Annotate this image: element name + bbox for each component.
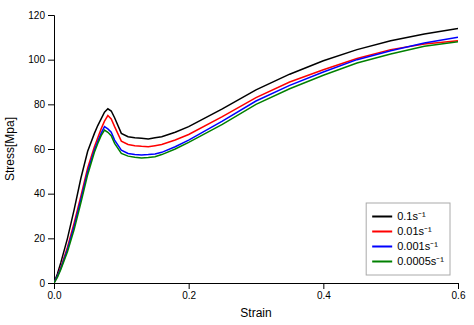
axis-domain (48, 16, 55, 284)
legend-item: 0.01s⁻¹ (372, 225, 432, 237)
legend-item: 0.001s⁻¹ (372, 240, 438, 252)
tick-mark (48, 15, 54, 16)
lines (54, 28, 458, 283)
tick-mark (48, 149, 54, 150)
tick-label: 20 (34, 233, 46, 244)
tick: 0.2 (182, 283, 196, 301)
series-line (54, 42, 458, 283)
y-axis-title: Stress[Mpa] (3, 117, 17, 181)
legend-swatch (372, 231, 392, 233)
tick: 20 (34, 233, 54, 244)
tick: 80 (34, 99, 54, 110)
tick: 100 (28, 54, 54, 65)
legend-frame (366, 203, 450, 275)
legend: 0.1s⁻¹ 0.01s⁻¹ 0.001s⁻¹ 0.0005s⁻¹ (366, 203, 450, 275)
legend-swatch (372, 216, 392, 218)
legend-swatch (372, 261, 392, 263)
tick-mark (48, 60, 54, 61)
tick: 0.0 (48, 283, 62, 301)
legend-label: 0.0005s⁻¹ (397, 255, 444, 267)
chart: 0.0 0.2 0.4 0.6 0 20 40 60 80 100 120 Strain Stress[… (0, 0, 474, 325)
tick-label: 0.0 (48, 290, 62, 301)
tick-label: 0.6 (452, 290, 466, 301)
tick-mark (48, 194, 54, 195)
x-axis: 0.0 0.2 0.4 0.6 (48, 283, 466, 301)
tick-label: 80 (34, 99, 46, 110)
tick-label: 0 (39, 278, 45, 289)
tick: 120 (28, 10, 54, 21)
tick-mark (48, 104, 54, 105)
tick: 0.6 (452, 283, 466, 301)
series-line (54, 28, 458, 283)
tick-mark (323, 283, 324, 289)
legend-label: 0.01s⁻¹ (397, 225, 432, 237)
tick: 0 (39, 278, 54, 289)
tick-label: 0.2 (182, 290, 196, 301)
y-axis: 0 20 40 60 80 100 120 (28, 10, 54, 289)
legend-item: 0.0005s⁻¹ (372, 255, 444, 267)
tick-label: 120 (28, 10, 45, 21)
tick-mark (189, 283, 190, 289)
legend-label: 0.001s⁻¹ (397, 240, 438, 252)
tick-mark (458, 283, 459, 289)
legend-label: 0.1s⁻¹ (397, 210, 426, 222)
x-axis-title: Strain (240, 306, 271, 320)
tick: 0.4 (317, 283, 331, 301)
legend-swatch (372, 246, 392, 248)
tick: 40 (34, 188, 54, 199)
tick-label: 0.4 (317, 290, 331, 301)
tick-label: 40 (34, 188, 46, 199)
series-line (54, 41, 458, 283)
series-line (54, 37, 458, 283)
tick-mark (48, 283, 54, 284)
tick-label: 60 (34, 144, 46, 155)
plot: 0.0 0.2 0.4 0.6 0 20 40 60 80 100 120 Strain Stress[… (3, 10, 466, 320)
axis-domain (55, 284, 459, 290)
tick-label: 100 (28, 54, 45, 65)
legend-item: 0.1s⁻¹ (372, 210, 426, 222)
tick-mark (48, 238, 54, 239)
tick: 60 (34, 144, 54, 155)
